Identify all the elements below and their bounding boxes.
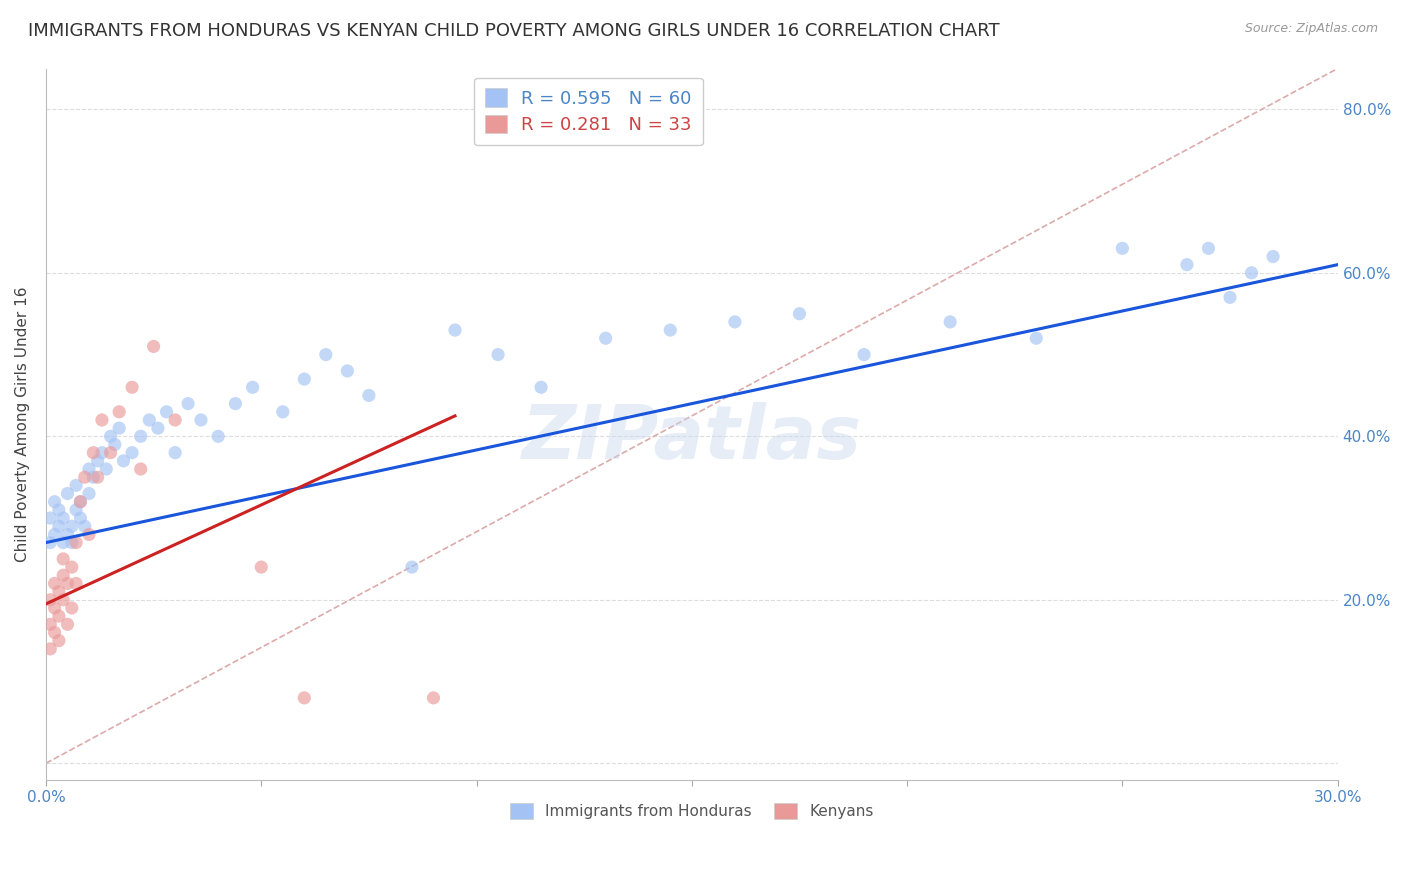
- Point: [69, 511, 91, 525]
- Point: [401, 560, 423, 574]
- Point: [52, 535, 75, 549]
- Point: [1198, 241, 1220, 255]
- Point: [129, 462, 152, 476]
- Point: [108, 405, 131, 419]
- Point: [48, 633, 70, 648]
- Point: [1261, 250, 1284, 264]
- Point: [129, 429, 152, 443]
- Point: [121, 445, 143, 459]
- Point: [44, 576, 66, 591]
- Y-axis label: Child Poverty Among Girls Under 16: Child Poverty Among Girls Under 16: [15, 286, 30, 562]
- Point: [82, 470, 104, 484]
- Point: [292, 690, 315, 705]
- Point: [39, 641, 62, 656]
- Point: [56, 486, 79, 500]
- Point: [52, 592, 75, 607]
- Point: [48, 503, 70, 517]
- Point: [190, 413, 212, 427]
- Point: [108, 421, 131, 435]
- Point: [207, 429, 229, 443]
- Point: [121, 380, 143, 394]
- Point: [56, 576, 79, 591]
- Point: [39, 535, 62, 549]
- Point: [65, 503, 87, 517]
- Point: [60, 535, 83, 549]
- Point: [224, 396, 246, 410]
- Point: [138, 413, 160, 427]
- Point: [1240, 266, 1263, 280]
- Point: [52, 568, 75, 582]
- Point: [60, 560, 83, 574]
- Point: [100, 429, 122, 443]
- Point: [77, 462, 100, 476]
- Point: [56, 527, 79, 541]
- Point: [65, 576, 87, 591]
- Point: [177, 396, 200, 410]
- Point: [77, 527, 100, 541]
- Point: [242, 380, 264, 394]
- Point: [336, 364, 359, 378]
- Point: [73, 470, 96, 484]
- Point: [1111, 241, 1133, 255]
- Point: [250, 560, 273, 574]
- Point: [39, 592, 62, 607]
- Point: [357, 388, 380, 402]
- Point: [77, 486, 100, 500]
- Point: [69, 494, 91, 508]
- Point: [91, 413, 114, 427]
- Point: [44, 527, 66, 541]
- Point: [100, 445, 122, 459]
- Point: [1219, 290, 1241, 304]
- Point: [65, 535, 87, 549]
- Point: [82, 445, 104, 459]
- Point: [530, 380, 553, 394]
- Point: [1025, 331, 1047, 345]
- Point: [86, 454, 108, 468]
- Point: [112, 454, 135, 468]
- Text: IMMIGRANTS FROM HONDURAS VS KENYAN CHILD POVERTY AMONG GIRLS UNDER 16 CORRELATIO: IMMIGRANTS FROM HONDURAS VS KENYAN CHILD…: [28, 22, 1000, 40]
- Point: [39, 511, 62, 525]
- Point: [789, 307, 811, 321]
- Point: [48, 584, 70, 599]
- Point: [292, 372, 315, 386]
- Point: [444, 323, 467, 337]
- Text: ZIPatlas: ZIPatlas: [522, 401, 862, 475]
- Point: [73, 519, 96, 533]
- Point: [44, 601, 66, 615]
- Point: [69, 494, 91, 508]
- Point: [52, 511, 75, 525]
- Point: [155, 405, 177, 419]
- Point: [86, 470, 108, 484]
- Point: [60, 601, 83, 615]
- Point: [48, 519, 70, 533]
- Point: [939, 315, 962, 329]
- Point: [56, 617, 79, 632]
- Point: [146, 421, 169, 435]
- Point: [486, 348, 509, 362]
- Point: [165, 413, 187, 427]
- Point: [60, 519, 83, 533]
- Point: [52, 552, 75, 566]
- Point: [724, 315, 747, 329]
- Point: [65, 478, 87, 492]
- Point: [142, 339, 165, 353]
- Point: [91, 445, 114, 459]
- Point: [1175, 258, 1198, 272]
- Point: [48, 609, 70, 624]
- Point: [96, 462, 118, 476]
- Point: [595, 331, 617, 345]
- Point: [422, 690, 444, 705]
- Point: [165, 445, 187, 459]
- Point: [104, 437, 127, 451]
- Point: [315, 348, 337, 362]
- Point: [39, 617, 62, 632]
- Point: [853, 348, 876, 362]
- Point: [44, 494, 66, 508]
- Point: [659, 323, 682, 337]
- Point: [44, 625, 66, 640]
- Point: [271, 405, 294, 419]
- Text: Source: ZipAtlas.com: Source: ZipAtlas.com: [1244, 22, 1378, 36]
- Legend: Immigrants from Honduras, Kenyans: Immigrants from Honduras, Kenyans: [503, 797, 880, 825]
